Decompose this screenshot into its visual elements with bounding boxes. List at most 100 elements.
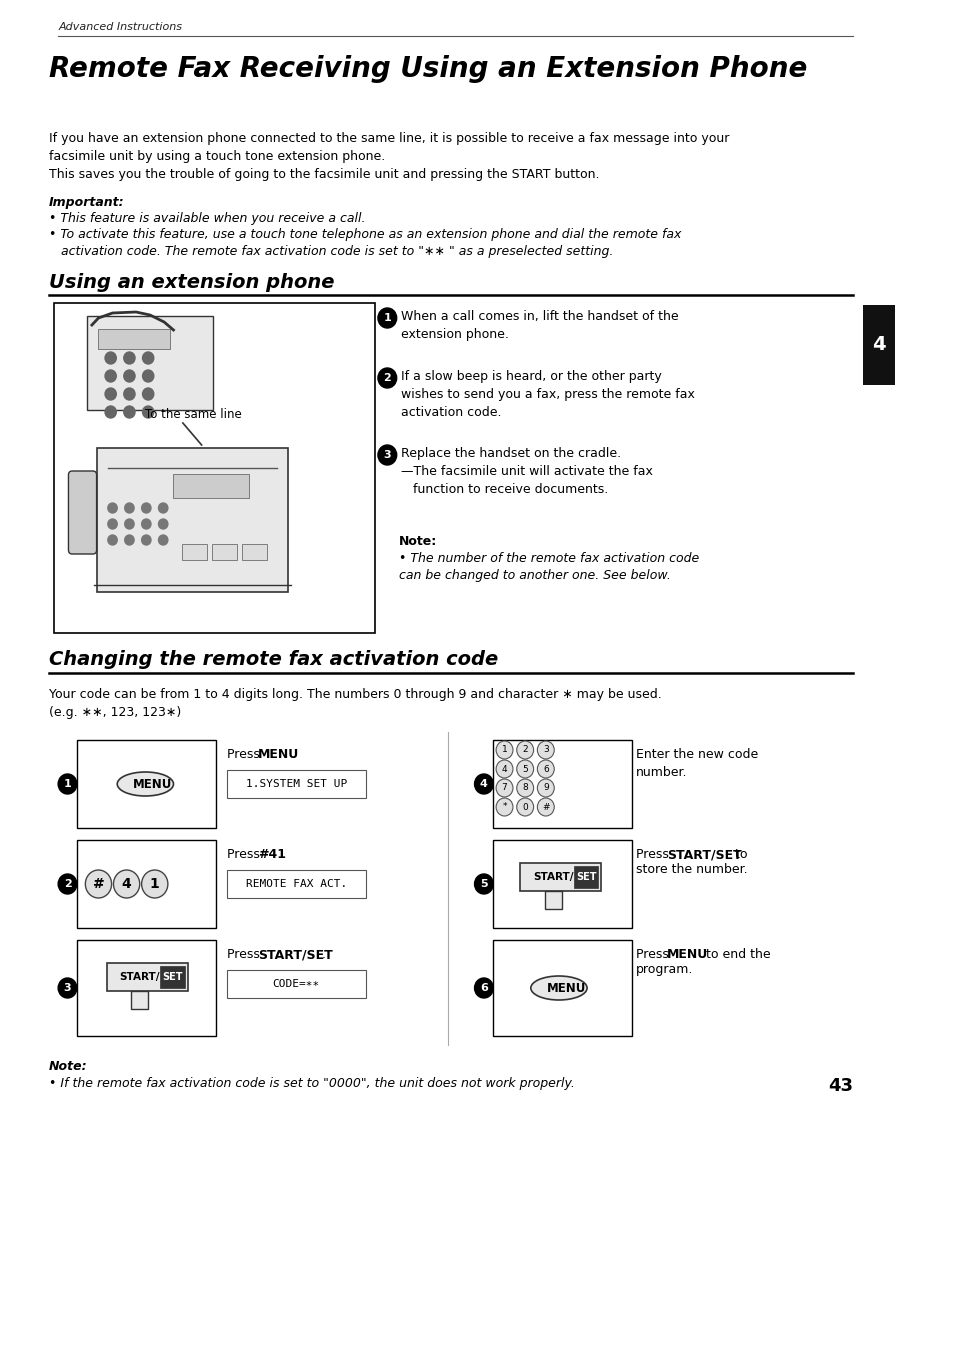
Text: 1: 1	[150, 877, 159, 890]
FancyBboxPatch shape	[77, 741, 215, 828]
Circle shape	[517, 759, 533, 778]
Text: #41: #41	[257, 849, 286, 861]
Text: • This feature is available when you receive a call.: • This feature is available when you rec…	[49, 212, 365, 225]
FancyBboxPatch shape	[574, 866, 598, 888]
Text: 4: 4	[122, 877, 132, 890]
FancyBboxPatch shape	[107, 963, 188, 992]
Circle shape	[537, 741, 554, 759]
Text: START/: START/	[533, 871, 573, 882]
FancyBboxPatch shape	[172, 473, 249, 498]
FancyBboxPatch shape	[242, 544, 267, 560]
Text: If a slow beep is heard, or the other party
wishes to send you a fax, press the : If a slow beep is heard, or the other pa…	[401, 370, 695, 420]
Circle shape	[377, 368, 396, 389]
Circle shape	[474, 774, 493, 795]
Text: • The number of the remote fax activation code
can be changed to another one. Se: • The number of the remote fax activatio…	[398, 552, 699, 581]
FancyBboxPatch shape	[96, 448, 288, 592]
Text: 8: 8	[521, 784, 528, 792]
Circle shape	[108, 519, 117, 529]
Text: If you have an extension phone connected to the same line, it is possible to rec: If you have an extension phone connected…	[49, 132, 728, 181]
Circle shape	[158, 519, 168, 529]
Text: program.: program.	[635, 963, 693, 975]
Circle shape	[113, 870, 139, 898]
Text: *: *	[502, 803, 506, 812]
Text: 4: 4	[501, 765, 507, 773]
Ellipse shape	[530, 975, 586, 1000]
Circle shape	[124, 389, 135, 401]
Circle shape	[58, 774, 77, 795]
Circle shape	[141, 519, 151, 529]
Text: Remote Fax Receiving Using an Extension Phone: Remote Fax Receiving Using an Extension …	[49, 55, 806, 84]
Circle shape	[496, 799, 513, 816]
Circle shape	[474, 874, 493, 894]
Text: To the same line: To the same line	[145, 407, 242, 421]
Circle shape	[537, 759, 554, 778]
Text: MENU: MENU	[133, 777, 172, 791]
Text: 1: 1	[64, 778, 71, 789]
Text: Press: Press	[227, 849, 264, 861]
Text: Press: Press	[635, 849, 672, 861]
Text: 5: 5	[521, 765, 528, 773]
Circle shape	[108, 536, 117, 545]
FancyBboxPatch shape	[227, 970, 365, 998]
Circle shape	[141, 870, 168, 898]
Circle shape	[496, 759, 513, 778]
Circle shape	[124, 352, 135, 364]
Text: MENU: MENU	[666, 948, 707, 960]
Text: 1: 1	[501, 746, 507, 754]
Text: 1: 1	[383, 313, 391, 322]
Circle shape	[105, 352, 116, 364]
Text: Enter the new code
number.: Enter the new code number.	[635, 747, 758, 778]
Circle shape	[124, 370, 135, 382]
Circle shape	[517, 741, 533, 759]
Circle shape	[537, 799, 554, 816]
Circle shape	[517, 778, 533, 797]
Circle shape	[141, 536, 151, 545]
FancyBboxPatch shape	[77, 940, 215, 1036]
Text: 43: 43	[827, 1077, 853, 1095]
FancyBboxPatch shape	[77, 840, 215, 928]
Text: 3: 3	[383, 451, 391, 460]
Circle shape	[142, 406, 153, 418]
Circle shape	[125, 536, 134, 545]
Text: Press: Press	[227, 747, 264, 761]
FancyBboxPatch shape	[862, 305, 894, 384]
Text: SET: SET	[576, 871, 596, 882]
Text: Note:: Note:	[398, 536, 436, 548]
Ellipse shape	[117, 772, 173, 796]
Text: • If the remote fax activation code is set to "0000", the unit does not work pro: • If the remote fax activation code is s…	[49, 1077, 574, 1090]
FancyBboxPatch shape	[160, 966, 185, 987]
Circle shape	[142, 352, 153, 364]
FancyBboxPatch shape	[520, 863, 600, 890]
Text: Changing the remote fax activation code: Changing the remote fax activation code	[49, 650, 497, 669]
FancyBboxPatch shape	[182, 544, 207, 560]
FancyBboxPatch shape	[227, 870, 365, 898]
Circle shape	[105, 389, 116, 401]
Circle shape	[141, 503, 151, 513]
Text: SET: SET	[162, 973, 183, 982]
Text: Press: Press	[227, 948, 264, 960]
Text: 2: 2	[522, 746, 527, 754]
Text: When a call comes in, lift the handset of the
extension phone.: When a call comes in, lift the handset o…	[401, 310, 679, 341]
Circle shape	[496, 741, 513, 759]
Text: 2: 2	[64, 880, 71, 889]
Text: 7: 7	[501, 784, 507, 792]
Text: 3: 3	[64, 983, 71, 993]
Circle shape	[537, 778, 554, 797]
Text: 4: 4	[871, 336, 884, 355]
Circle shape	[108, 503, 117, 513]
Text: Advanced Instructions: Advanced Instructions	[58, 22, 182, 32]
Circle shape	[58, 874, 77, 894]
Circle shape	[377, 308, 396, 328]
Text: 6: 6	[479, 983, 487, 993]
Text: MENU: MENU	[257, 747, 299, 761]
Text: Important:: Important:	[49, 196, 124, 209]
Circle shape	[142, 389, 153, 401]
Text: .: .	[321, 948, 325, 960]
FancyBboxPatch shape	[87, 316, 213, 410]
Text: 9: 9	[542, 784, 548, 792]
Text: 1.SYSTEM SET UP: 1.SYSTEM SET UP	[246, 778, 347, 789]
Circle shape	[158, 536, 168, 545]
Text: 5: 5	[479, 880, 487, 889]
Text: 2: 2	[383, 374, 391, 383]
Text: #: #	[92, 877, 104, 890]
